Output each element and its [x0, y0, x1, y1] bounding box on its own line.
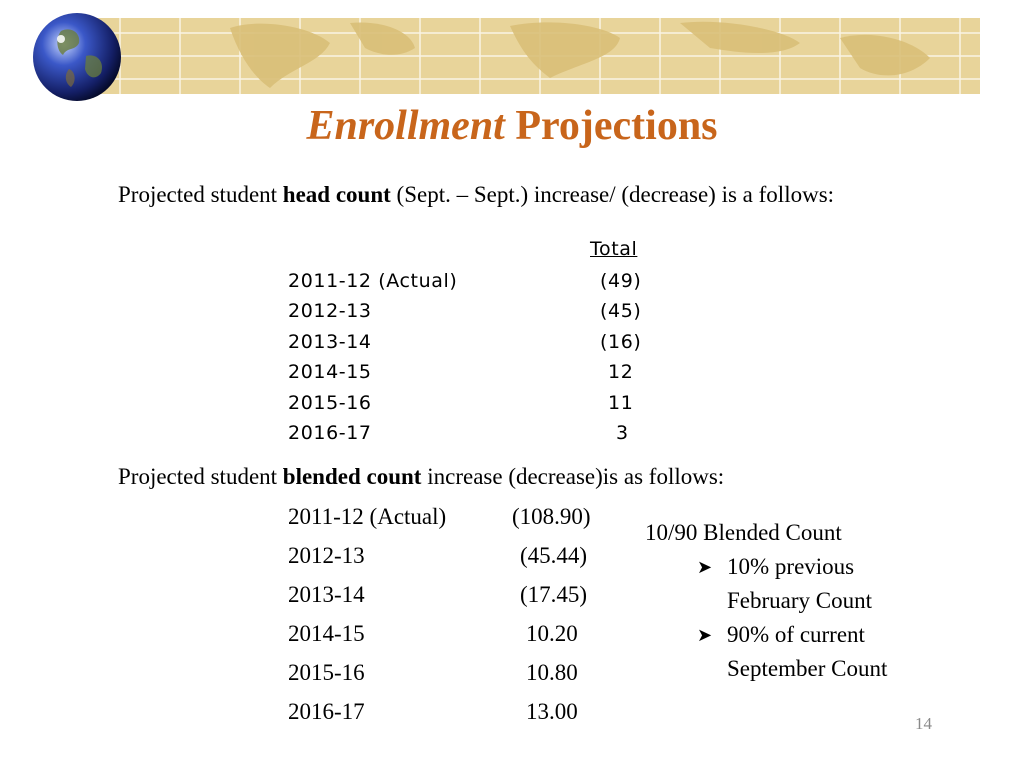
- title-italic: Enrollment: [306, 103, 505, 149]
- row-value: 10.20: [526, 621, 578, 646]
- table-header-total: Total: [590, 238, 638, 260]
- intro1-post: (Sept. – Sept.) increase/ (decrease) is …: [390, 182, 835, 207]
- row-value: (108.90): [512, 504, 591, 529]
- row-year: 2012-13: [288, 543, 365, 568]
- bullet-line: September Count: [727, 656, 888, 681]
- row-year: 2011-12 (Actual): [288, 270, 458, 292]
- arrow-bullet-icon: ➤: [697, 557, 713, 577]
- row-value: (45.44): [520, 543, 588, 568]
- row-value: (16): [600, 331, 642, 353]
- row-year: 2014-15: [288, 361, 372, 383]
- slide-title: Enrollment Projections: [0, 102, 1024, 150]
- row-year: 2013-14: [288, 582, 365, 607]
- row-year: 2014-15: [288, 621, 365, 646]
- row-value: 13.00: [526, 699, 578, 724]
- note-bullet: ➤ 10% previous February Count: [645, 550, 887, 618]
- globe-icon: [31, 11, 123, 103]
- blended-count-intro: Projected student blended count increase…: [118, 460, 918, 493]
- row-year: 2016-17: [288, 422, 372, 444]
- intro1-bold: head count: [282, 182, 391, 207]
- intro2-bold: blended count: [282, 464, 422, 489]
- row-year: 2016-17: [288, 699, 365, 724]
- arrow-bullet-icon: ➤: [697, 625, 713, 645]
- bullet-line: 10% previous: [727, 554, 855, 579]
- head-count-intro: Projected student head count (Sept. – Se…: [118, 178, 918, 211]
- row-year: 2015-16: [288, 392, 372, 414]
- bullet-line: February Count: [727, 588, 873, 613]
- row-year: 2012-13: [288, 300, 372, 322]
- row-year: 2015-16: [288, 660, 365, 685]
- blended-count-note: 10/90 Blended Count ➤ 10% previous Febru…: [645, 516, 887, 686]
- row-value: (45): [600, 300, 642, 322]
- row-value: (17.45): [520, 582, 588, 607]
- note-heading: 10/90 Blended Count: [645, 520, 842, 545]
- note-bullet: ➤ 90% of current September Count: [645, 618, 887, 686]
- row-value: 12: [608, 361, 634, 383]
- bullet-line: 90% of current: [727, 622, 865, 647]
- row-value: 3: [616, 422, 629, 444]
- row-year: 2013-14: [288, 331, 372, 353]
- intro2-pre: Projected student: [118, 464, 283, 489]
- row-value: 11: [608, 392, 634, 414]
- world-map-banner: [80, 18, 980, 94]
- page-number: 14: [915, 714, 932, 733]
- intro1-pre: Projected student: [118, 182, 283, 207]
- title-rest: Projections: [515, 103, 718, 149]
- row-value: 10.80: [526, 660, 578, 685]
- row-year: 2011-12 (Actual): [288, 504, 447, 529]
- row-value: (49): [600, 270, 642, 292]
- intro2-post: increase (decrease)is as follows:: [421, 464, 725, 489]
